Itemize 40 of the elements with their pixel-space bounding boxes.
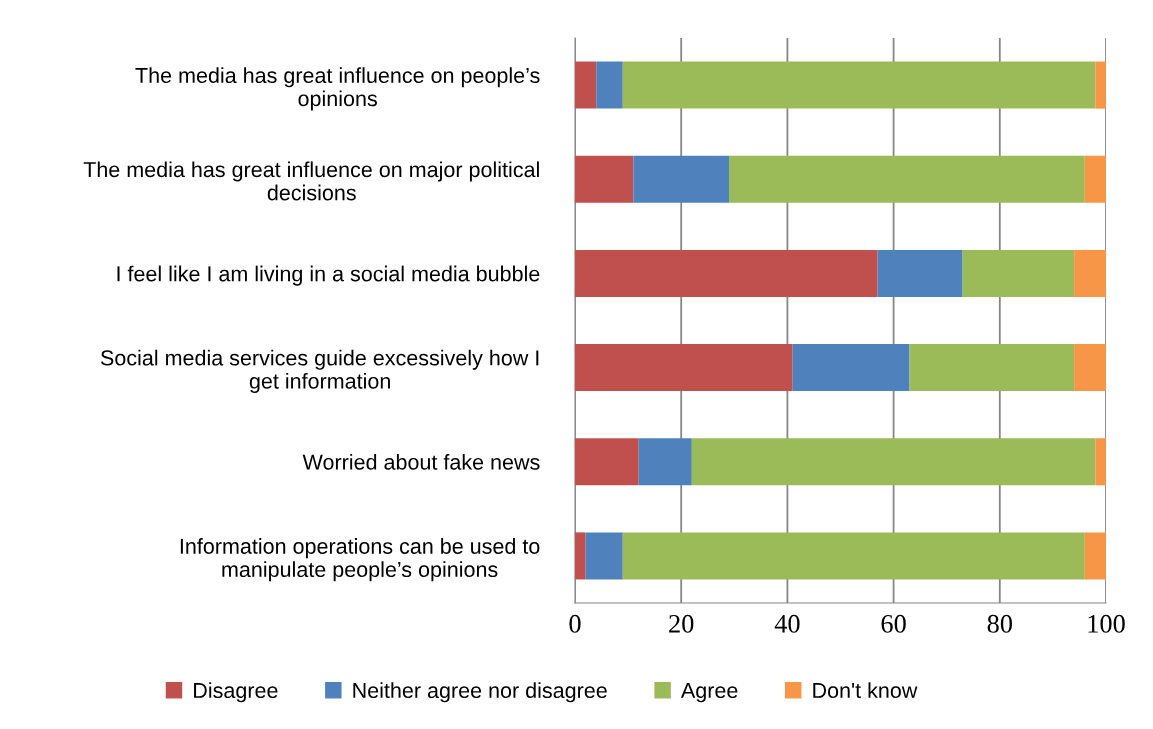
bar [691, 438, 1096, 486]
x-tick-label: 20 [669, 614, 694, 633]
legend-label: Disagree [194, 682, 278, 703]
y-tick-label: Social media services guide excessively how I get information [100, 349, 539, 393]
bar [1084, 532, 1106, 580]
bar [1095, 61, 1106, 109]
bar [909, 344, 1075, 392]
bar [962, 249, 1075, 297]
legend-label: Neither agree nor disagree [353, 682, 607, 703]
bar [622, 61, 1096, 109]
bar [633, 155, 729, 203]
bar [596, 61, 623, 109]
bar [575, 532, 586, 580]
bar [1074, 344, 1106, 392]
x-tick-label: 60 [881, 614, 906, 633]
bar [575, 155, 634, 203]
x-tick-label: 40 [774, 614, 800, 633]
bar [575, 438, 639, 486]
bar [638, 438, 692, 486]
bar [1084, 155, 1106, 203]
bar [1095, 438, 1106, 486]
legend-label: Don't know [813, 682, 918, 699]
bar [575, 249, 878, 297]
y-tick-label: Information operations can be used to manipulate people’s opinions [180, 538, 540, 582]
bar [585, 532, 623, 580]
y-tick-label: Worried about fake news [302, 453, 540, 470]
bar [575, 61, 597, 109]
bar [877, 249, 963, 297]
bar [575, 344, 793, 392]
x-tick-label: 0 [569, 614, 581, 633]
x-tick-label: 100 [1088, 614, 1125, 633]
bar [622, 532, 1085, 580]
x-tick-label: 80 [987, 614, 1012, 633]
bar [792, 344, 910, 392]
legend-label: Agree [680, 683, 738, 703]
y-tick-label: The media has great influence on people’s opinions [135, 67, 540, 111]
y-tick-label: The media has great influence on major political decisions [83, 161, 539, 201]
y-tick-label: I feel like I am living in a social media bubble [117, 265, 540, 286]
bar [728, 155, 1085, 203]
bar [1074, 249, 1106, 297]
